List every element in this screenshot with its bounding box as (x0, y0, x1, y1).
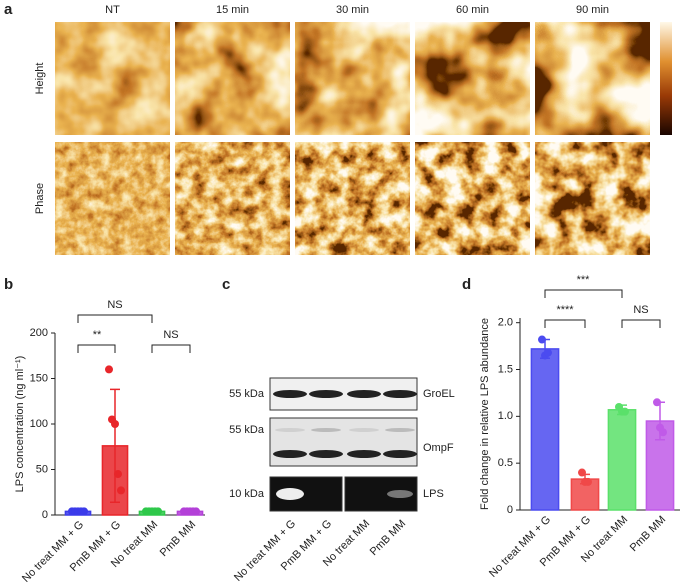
band (385, 428, 415, 432)
blot-size: 10 kDa (229, 488, 265, 500)
band (276, 488, 304, 500)
blot-label: GroEL (423, 388, 455, 400)
y-tick-label: 1.5 (498, 363, 513, 375)
significance-label: NS (163, 329, 178, 341)
error-bar (110, 388, 120, 504)
data-point (584, 477, 592, 486)
significance-bracket (544, 319, 586, 328)
significance-bracket (151, 344, 191, 353)
column-label: NT (105, 4, 120, 16)
afm-image (415, 22, 530, 135)
significance-label: NS (107, 299, 122, 311)
data-point (544, 348, 552, 357)
data-point (621, 407, 629, 416)
afm-image (175, 22, 290, 135)
band (347, 450, 381, 458)
y-axis-label: LPS concentration (ng ml⁻¹) (14, 356, 26, 493)
band (311, 428, 341, 432)
bar (607, 409, 637, 511)
band (383, 450, 417, 458)
panel-label: d (462, 276, 471, 293)
column-label: 90 min (576, 4, 609, 16)
y-tick-label: 2.0 (498, 317, 513, 329)
data-point (117, 486, 125, 495)
significance-label: ** (93, 329, 102, 341)
afm-image (295, 142, 410, 255)
significance-bracket (621, 319, 661, 328)
afm-image (55, 22, 170, 135)
panel-label: a (4, 1, 13, 18)
colorbar (660, 22, 672, 135)
data-point (578, 468, 586, 477)
y-tick-label: 200 (30, 327, 48, 339)
lane-label: No treat MM + G (232, 518, 298, 583)
data-point (154, 507, 162, 516)
data-point (192, 507, 200, 516)
afm-image (55, 142, 170, 255)
band (273, 450, 307, 458)
panel-label: c (222, 276, 230, 293)
blot-size: 55 kDa (229, 424, 265, 436)
afm-image (535, 22, 650, 135)
data-point (538, 335, 546, 344)
data-point (111, 420, 119, 428)
lane-label: PmB MM (368, 518, 408, 558)
significance-bracket (544, 289, 623, 298)
x-tick-label: PmB MM (628, 514, 668, 554)
significance-label: NS (633, 304, 648, 316)
blot-size: 55 kDa (229, 388, 265, 400)
band (273, 390, 307, 398)
y-tick-label: 50 (36, 463, 48, 475)
afm-image (175, 142, 290, 255)
column-label: 30 min (336, 4, 369, 16)
row-label: Phase (34, 183, 46, 214)
y-tick-label: 0.5 (498, 457, 513, 469)
column-label: 15 min (216, 4, 249, 16)
x-tick-label: No treat MM + G (487, 514, 553, 580)
bar (530, 348, 560, 511)
data-point (105, 365, 113, 374)
data-point (659, 428, 667, 437)
data-point (80, 507, 88, 516)
band (275, 428, 305, 432)
y-tick-label: 100 (30, 418, 48, 430)
significance-bracket (77, 314, 153, 323)
blot (269, 417, 418, 467)
blot-label: LPS (423, 488, 444, 500)
significance-bracket (77, 344, 116, 353)
x-tick-label: PmB MM (158, 519, 198, 559)
band (309, 450, 343, 458)
y-tick-label: 0 (42, 509, 48, 521)
afm-image (415, 142, 530, 255)
band (387, 490, 413, 498)
column-label: 60 min (456, 4, 489, 16)
y-tick-label: 1.0 (498, 410, 513, 422)
band (309, 390, 343, 398)
y-tick-label: 150 (30, 372, 48, 384)
afm-image (535, 142, 650, 255)
significance-label: *** (577, 274, 591, 286)
y-tick-label: 0 (507, 504, 513, 516)
data-point (114, 470, 122, 479)
band (383, 390, 417, 398)
y-axis-label: Fold change in relative LPS abundance (479, 318, 491, 510)
panel-label: b (4, 276, 13, 293)
blot-label: OmpF (423, 442, 454, 454)
band (347, 390, 381, 398)
significance-label: **** (556, 304, 574, 316)
data-point (653, 398, 661, 407)
row-label: Height (34, 63, 46, 95)
afm-image (295, 22, 410, 135)
band (349, 428, 379, 432)
